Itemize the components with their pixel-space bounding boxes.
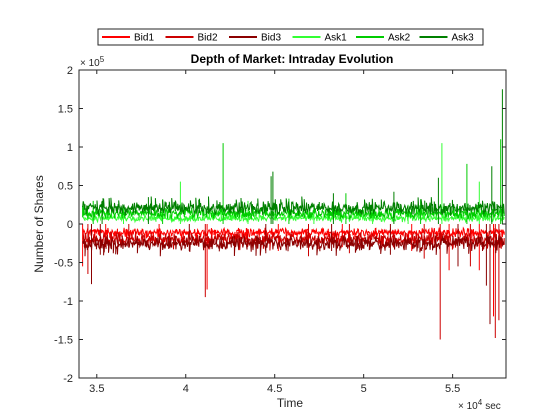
y-exponent: × 105: [80, 55, 105, 69]
legend-label-ask1: Ask1: [325, 33, 348, 44]
y-tick-label: -1: [63, 296, 73, 308]
y-tick-label: -2: [63, 373, 73, 385]
legend-label-bid1: Bid1: [134, 33, 154, 44]
legend-label-ask2: Ask2: [388, 33, 411, 44]
x-tick-label: 5.5: [445, 383, 460, 395]
x-tick-label: 3.5: [89, 383, 104, 395]
legend-label-bid2: Bid2: [198, 33, 218, 44]
y-exponent-base: × 10: [80, 58, 100, 69]
y-axis-label: Number of Shares: [32, 175, 46, 272]
y-tick-label: -0.5: [54, 258, 73, 270]
legend-items: Bid1 Bid2 Bid3 Ask1 Ask2 Ask3: [102, 33, 474, 44]
legend-box: [97, 28, 484, 46]
x-tick-label: 4: [183, 383, 189, 395]
y-tick-label: 0: [67, 219, 73, 231]
legend-label-ask3: Ask3: [452, 33, 475, 44]
x-exponent: × 104 sec: [458, 398, 501, 412]
y-tick-label: 2: [67, 65, 73, 77]
y-tick-label: 0.5: [58, 181, 73, 193]
x-tick-label: 4.5: [267, 383, 282, 395]
x-exponent-base: × 10: [458, 401, 478, 412]
y-tick-label: 1: [67, 142, 73, 154]
ticks-layer: 3.5 4 4.5 5 5.5 -2 -1.5 -1 -0.5 0 0.5 1 1.5 2: [54, 65, 506, 395]
y-tick-label: -1.5: [54, 335, 73, 347]
y-exponent-power: 5: [100, 55, 105, 64]
x-exponent-power: 4: [478, 398, 483, 407]
legend-label-bid3: Bid3: [261, 33, 281, 44]
chart-title: Depth of Market: Intraday Evolution: [191, 52, 394, 66]
x-unit-label: sec: [485, 401, 501, 412]
legend: Bid1 Bid2 Bid3 Ask1 Ask2 Ask3: [97, 28, 484, 46]
series-line-bid3: [82, 224, 505, 325]
x-tick-label: 5: [361, 383, 367, 395]
x-axis-label: Time: [277, 396, 304, 410]
series-line-ask3: [82, 89, 505, 224]
y-tick-label: 1.5: [58, 104, 73, 116]
series-layer: [82, 89, 505, 340]
